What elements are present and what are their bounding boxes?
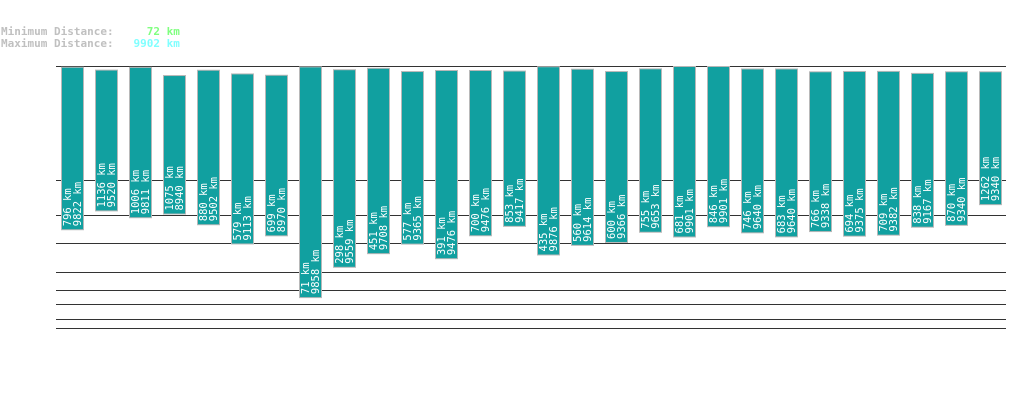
bar-max-label: 8970 km [276,188,288,232]
bar-min-label: 451 km [368,212,380,250]
bar-min-label: 694 km [844,195,856,233]
bar [605,71,628,243]
bar-max-label: 9167 km [922,179,934,223]
bar [877,70,900,236]
bar [741,68,764,234]
max-distance-row: Maximum Distance: 9902 km [1,38,180,49]
bar-min-label: 600 km [606,201,618,239]
bar-max-label: 9520 km [106,163,118,207]
bar-max-label: 9365 km [412,196,424,240]
bar [61,66,84,231]
bar [367,67,390,255]
bar-min-label: 853 km [504,185,516,223]
bar [231,73,254,245]
bar-max-label: 9382 km [888,187,900,231]
bar [979,71,1002,206]
bar [401,71,424,245]
bar [945,71,968,226]
bar-min-label: 1136 km [96,163,108,207]
bar [809,71,832,233]
bar-max-label: 9476 km [480,188,492,232]
bar-min-label: 870 km [946,184,958,222]
bar-max-label: 9338 km [820,184,832,228]
bar-max-label: 9640 km [786,189,798,233]
bar-min-label: 1006 km [130,170,142,214]
bar-min-label: 391 km [436,217,448,255]
max-distance-value: 9902 km [133,37,180,50]
min-distance-value: 72 km [146,25,180,38]
bar [537,66,560,256]
bar-min-label: 683 km [776,195,788,233]
bar-min-label: 709 km [878,194,890,232]
bar-max-label: 8940 km [174,166,186,210]
bar-max-label: 9340 km [956,178,968,222]
bar [95,69,118,212]
bar-min-label: 699 km [266,194,278,232]
bar-min-label: 298 km [334,226,346,264]
bar-max-label: 9901 km [684,189,696,233]
bar-min-label: 746 km [742,191,754,229]
bar-max-label: 9708 km [378,206,390,250]
bar-min-label: 838 km [912,186,924,224]
bar-min-label: 846 km [708,185,720,223]
bar [163,75,186,215]
bar-max-label: 9858 km [310,250,322,294]
bar [673,66,696,238]
bar-min-label: 579 km [232,203,244,241]
bar-min-label: 560 km [572,204,584,242]
bar [469,70,492,237]
bar [843,70,866,237]
bar-max-label: 9653 km [650,184,662,228]
bar-max-label: 9502 km [208,177,220,221]
bar [707,66,730,228]
bar-min-label: 796 km [62,188,74,226]
bar-min-label: 755 km [640,191,652,229]
bar [911,72,934,228]
bar-max-label: 9340 km [990,157,1002,201]
bar-max-label: 9559 km [344,220,356,264]
bar [197,69,220,226]
bar-min-label: 700 km [470,194,482,232]
bar-min-label: 71 km [300,262,312,294]
bar-min-label: 766 km [810,190,822,228]
bar [639,68,662,233]
min-distance-label: Minimum Distance: [1,25,114,38]
bar-min-label: 577 km [402,203,414,241]
bar-max-label: 9476 km [446,211,458,255]
bar-max-label: 9614 km [582,198,594,242]
max-distance-label: Maximum Distance: [1,37,114,50]
bar [571,68,594,246]
bar-min-label: 1075 km [164,166,176,210]
bar-max-label: 9417 km [514,179,526,223]
bar [775,68,798,238]
bar-max-label: 9901 km [718,179,730,223]
bar-max-label: 9876 km [548,207,560,251]
bar [299,66,322,299]
bar [265,74,288,237]
bar [435,70,458,260]
bar-max-label: 9822 km [72,182,84,226]
bar-max-label: 9375 km [854,188,866,232]
bar-min-label: 435 km [538,214,550,252]
bar [129,66,152,219]
bar-min-label: 880 km [198,183,210,221]
min-distance-row: Minimum Distance: 72 km [1,26,180,37]
bar [503,70,526,227]
bar-min-label: 1262 km [980,157,992,201]
bar-max-label: 9811 km [140,170,152,214]
bar-max-label: 9640 km [752,185,764,229]
bar [333,69,356,268]
bar-max-label: 9113 km [242,196,254,240]
bar-max-label: 9366 km [616,195,628,239]
bar-min-label: 681 km [674,196,686,234]
